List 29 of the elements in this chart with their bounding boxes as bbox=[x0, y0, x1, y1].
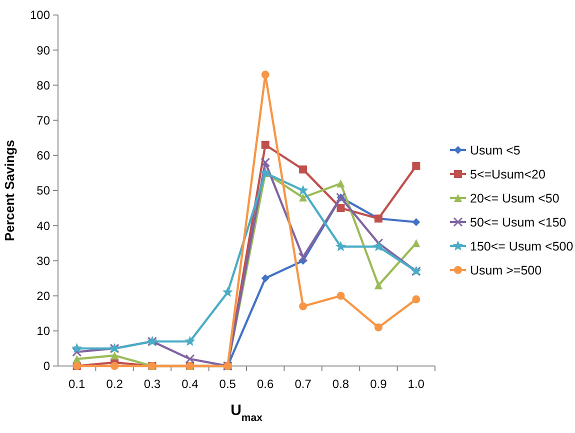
y-tick-label: 50 bbox=[36, 184, 50, 198]
x-tick-label: 0.2 bbox=[106, 377, 124, 391]
x-tick-label: 0.1 bbox=[68, 377, 86, 391]
legend-label: 50<= Usum <150 bbox=[470, 215, 566, 230]
y-axis-title: Percent Savings bbox=[2, 140, 17, 242]
legend-label: 20<= Usum <50 bbox=[470, 191, 560, 206]
y-tick-label: 10 bbox=[36, 324, 50, 338]
y-tick-label: 40 bbox=[36, 218, 50, 233]
x-tick-label: 0.4 bbox=[182, 377, 199, 391]
x-tick-label: 1.0 bbox=[408, 377, 425, 391]
legend-label: Usum >=500 bbox=[470, 263, 542, 278]
x-tick-label: 0.5 bbox=[219, 377, 236, 391]
legend-label: Usum <5 bbox=[470, 143, 520, 158]
y-tick-label: 100 bbox=[30, 8, 50, 22]
y-tick-label: 0 bbox=[43, 359, 50, 374]
y-tick-label: 70 bbox=[36, 114, 50, 128]
y-tick-label: 90 bbox=[36, 43, 50, 58]
y-tick-label: 30 bbox=[36, 254, 50, 268]
x-tick-label: 0.3 bbox=[144, 377, 161, 391]
x-tick-label: 0.8 bbox=[332, 377, 350, 391]
y-tick-label: 60 bbox=[36, 148, 50, 163]
legend-label: 150<= Usum <500 bbox=[470, 239, 574, 254]
y-tick-label: 20 bbox=[36, 289, 50, 303]
x-tick-label: 0.6 bbox=[257, 377, 274, 391]
x-tick-label: 0.7 bbox=[294, 377, 312, 391]
y-tick-label: 80 bbox=[36, 78, 50, 92]
legend-label: 5<=Usum<20 bbox=[470, 167, 546, 182]
x-axis-title: U$_{max}$ bbox=[230, 402, 263, 424]
x-tick-label: 0.9 bbox=[370, 377, 388, 391]
